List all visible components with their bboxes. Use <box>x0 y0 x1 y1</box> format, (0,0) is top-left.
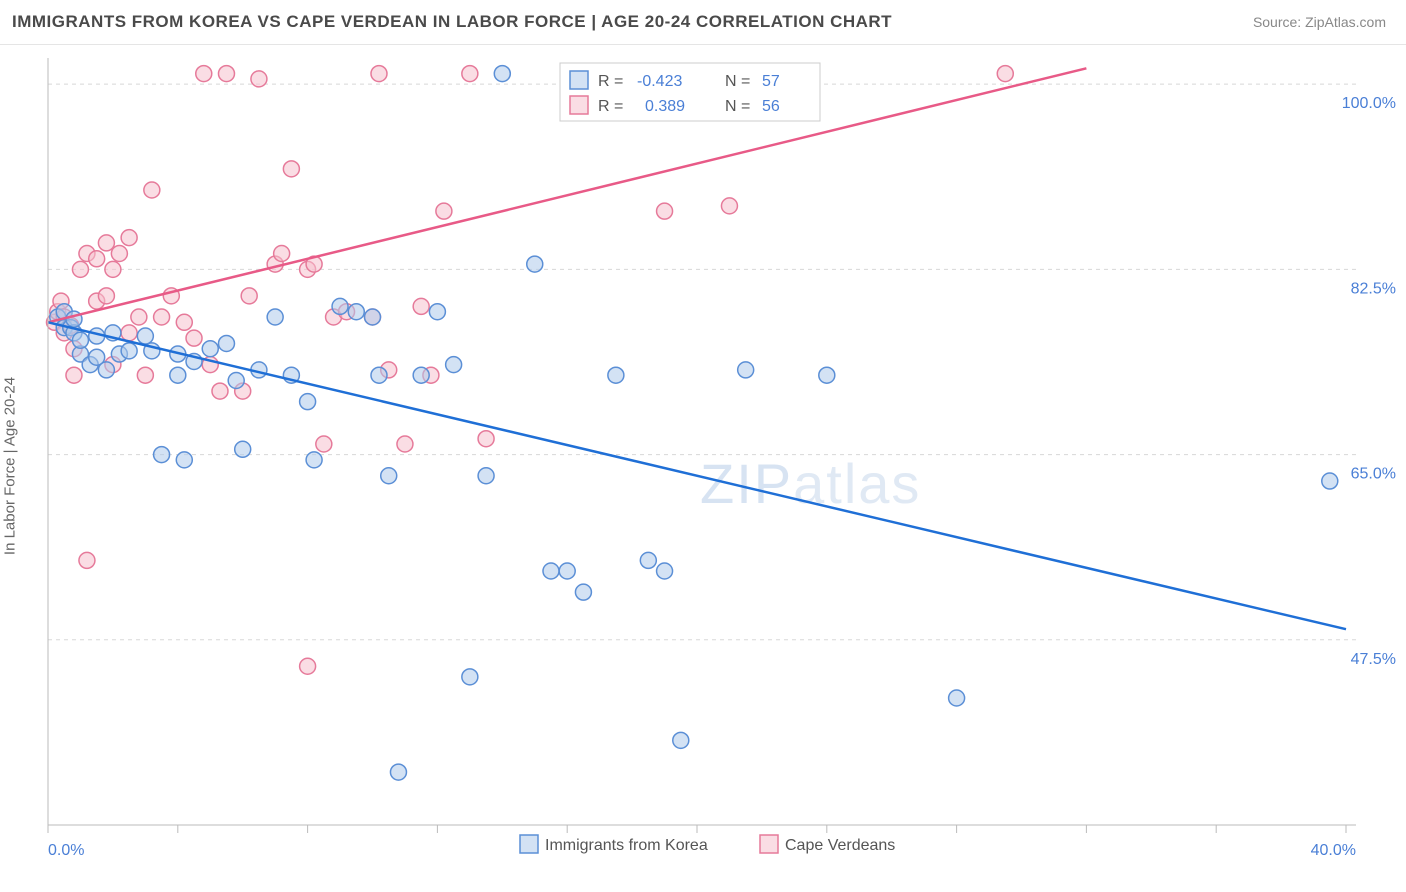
stats-n-blue: 57 <box>762 73 780 90</box>
data-point-pink <box>397 436 413 452</box>
data-point-blue <box>218 335 234 351</box>
legend-swatch-pink <box>760 835 778 853</box>
stats-swatch-blue <box>570 71 588 89</box>
data-point-blue <box>462 669 478 685</box>
data-point-blue <box>446 357 462 373</box>
data-point-blue <box>300 394 316 410</box>
legend-label-blue: Immigrants from Korea <box>545 837 708 854</box>
data-point-pink <box>413 298 429 314</box>
chart-title: IMMIGRANTS FROM KOREA VS CAPE VERDEAN IN… <box>12 12 892 32</box>
y-tick-label: 47.5% <box>1351 651 1396 668</box>
data-point-blue <box>121 343 137 359</box>
header-bar: IMMIGRANTS FROM KOREA VS CAPE VERDEAN IN… <box>0 0 1406 45</box>
y-tick-label: 100.0% <box>1342 95 1396 112</box>
data-point-blue <box>348 304 364 320</box>
data-point-pink <box>721 198 737 214</box>
data-point-blue <box>176 452 192 468</box>
data-point-blue <box>306 452 322 468</box>
data-point-blue <box>413 367 429 383</box>
data-point-blue <box>170 367 186 383</box>
scatter-chart: 47.5%65.0%82.5%100.0%ZIPatlas0.0%40.0%Im… <box>0 45 1406 887</box>
data-point-blue <box>154 447 170 463</box>
data-point-blue <box>575 584 591 600</box>
data-point-pink <box>371 66 387 82</box>
data-point-pink <box>121 325 137 341</box>
data-point-pink <box>144 182 160 198</box>
data-point-pink <box>131 309 147 325</box>
data-point-blue <box>332 298 348 314</box>
data-point-blue <box>371 367 387 383</box>
data-point-blue <box>235 441 251 457</box>
data-point-pink <box>196 66 212 82</box>
data-point-blue <box>640 552 656 568</box>
data-point-pink <box>218 66 234 82</box>
data-point-pink <box>283 161 299 177</box>
legend-label-pink: Cape Verdeans <box>785 837 895 854</box>
stats-label: N = <box>725 73 750 90</box>
x-tick-label: 0.0% <box>48 842 84 859</box>
data-point-blue <box>390 764 406 780</box>
data-point-blue <box>478 468 494 484</box>
data-point-blue <box>819 367 835 383</box>
chart-container: In Labor Force | Age 20-24 47.5% 65.0% 82.… <box>0 45 1406 887</box>
data-point-blue <box>1322 473 1338 489</box>
trend-line-blue <box>48 322 1346 629</box>
data-point-pink <box>154 309 170 325</box>
data-point-pink <box>72 261 88 277</box>
y-tick-label: 82.5% <box>1351 280 1396 297</box>
data-point-pink <box>274 246 290 262</box>
data-point-pink <box>105 261 121 277</box>
y-tick-label: 65.0% <box>1351 466 1396 483</box>
data-point-blue <box>137 328 153 344</box>
data-point-blue <box>267 309 283 325</box>
stats-swatch-pink <box>570 96 588 114</box>
data-point-pink <box>316 436 332 452</box>
data-point-blue <box>657 563 673 579</box>
data-point-pink <box>212 383 228 399</box>
data-point-blue <box>98 362 114 378</box>
data-point-pink <box>478 431 494 447</box>
data-point-pink <box>436 203 452 219</box>
data-point-blue <box>365 309 381 325</box>
data-point-pink <box>462 66 478 82</box>
data-point-blue <box>738 362 754 378</box>
data-point-pink <box>66 367 82 383</box>
data-point-pink <box>176 314 192 330</box>
data-point-pink <box>121 230 137 246</box>
data-point-pink <box>997 66 1013 82</box>
chart-source: Source: ZipAtlas.com <box>1253 14 1386 30</box>
legend-swatch-blue <box>520 835 538 853</box>
data-point-pink <box>111 246 127 262</box>
data-point-blue <box>527 256 543 272</box>
x-tick-label: 40.0% <box>1311 842 1356 859</box>
stats-n-pink: 56 <box>762 98 780 115</box>
data-point-blue <box>673 732 689 748</box>
data-point-blue <box>381 468 397 484</box>
data-point-pink <box>251 71 267 87</box>
data-point-blue <box>494 66 510 82</box>
stats-label: R = <box>598 98 623 115</box>
data-point-pink <box>137 367 153 383</box>
data-point-blue <box>202 341 218 357</box>
data-point-pink <box>186 330 202 346</box>
data-point-blue <box>608 367 624 383</box>
data-point-pink <box>300 658 316 674</box>
data-point-blue <box>949 690 965 706</box>
stats-r-pink: 0.389 <box>645 98 685 115</box>
stats-label: N = <box>725 98 750 115</box>
data-point-pink <box>89 251 105 267</box>
data-point-pink <box>79 552 95 568</box>
data-point-pink <box>241 288 257 304</box>
stats-label: R = <box>598 73 623 90</box>
y-axis-label: In Labor Force | Age 20-24 <box>2 377 19 555</box>
data-point-blue <box>559 563 575 579</box>
data-point-pink <box>657 203 673 219</box>
data-point-blue <box>543 563 559 579</box>
stats-r-blue: -0.423 <box>637 73 682 90</box>
data-point-pink <box>98 288 114 304</box>
data-point-blue <box>429 304 445 320</box>
data-point-blue <box>228 373 244 389</box>
data-point-blue <box>72 332 88 348</box>
data-point-pink <box>98 235 114 251</box>
